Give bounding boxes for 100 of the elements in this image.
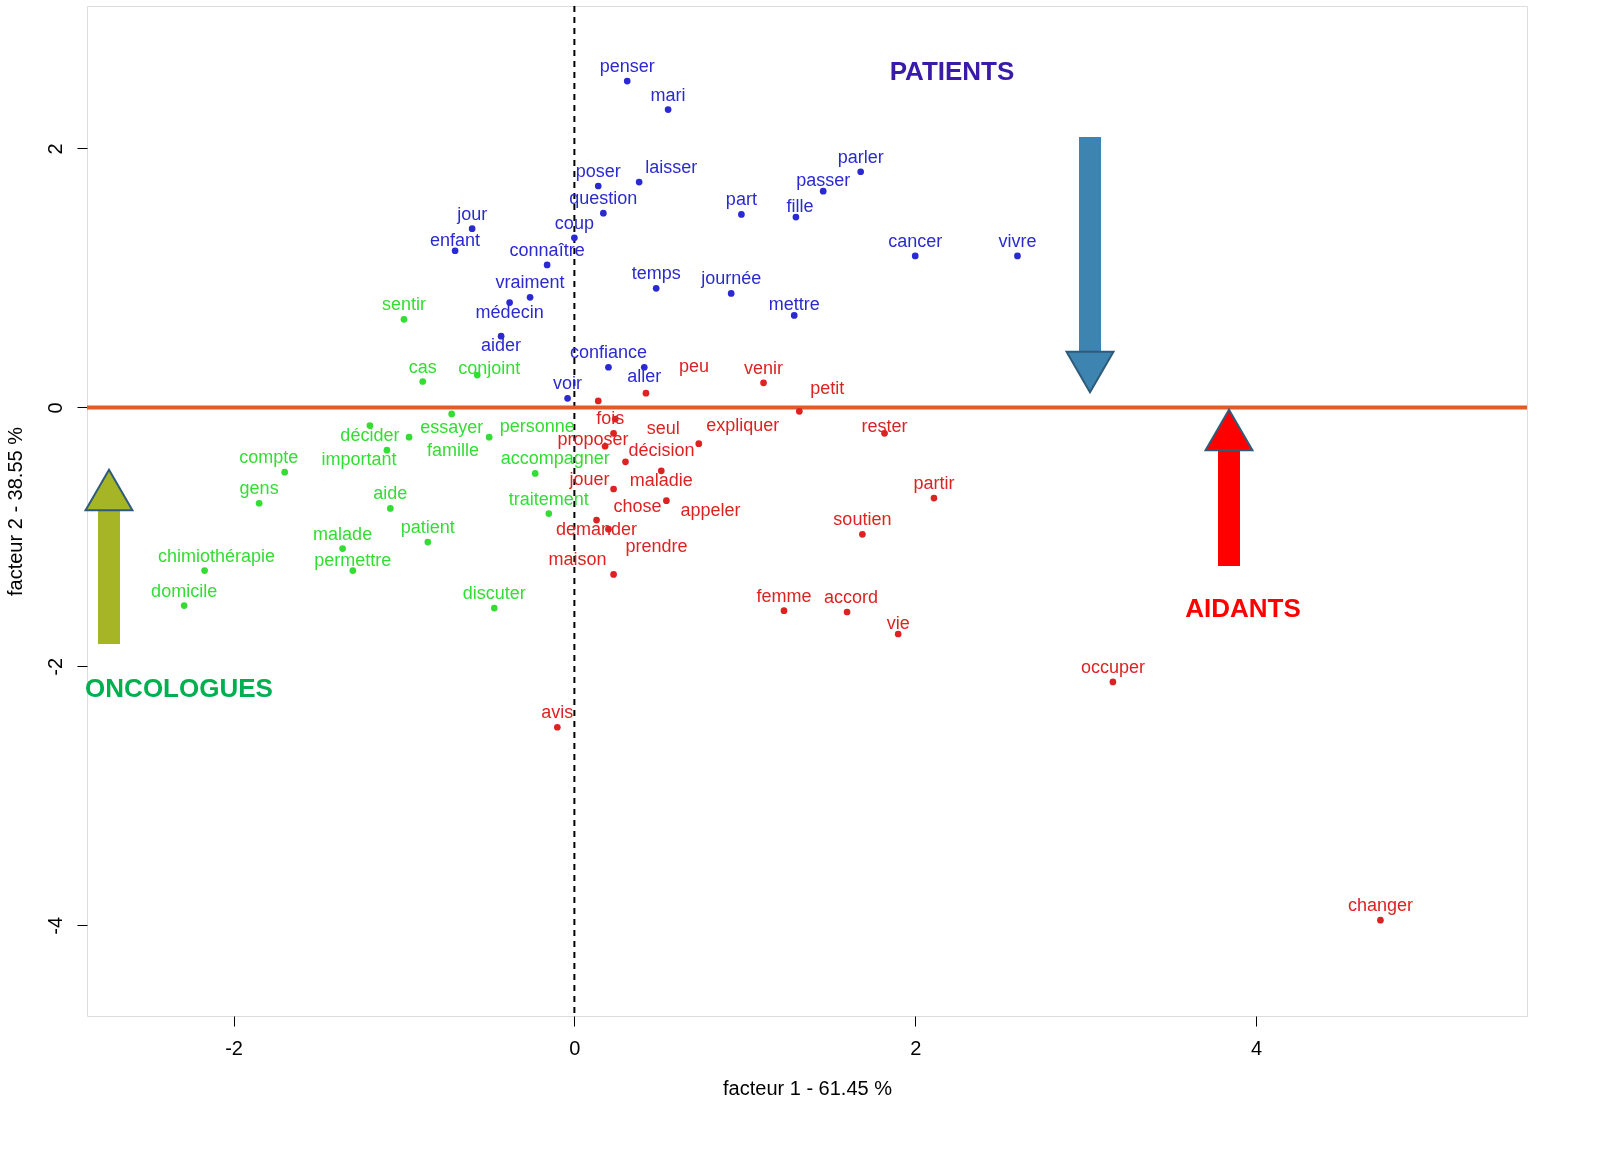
data-label: seul (646, 418, 680, 439)
data-label: conjoint (458, 358, 521, 379)
data-label: aide (373, 483, 408, 504)
point (622, 458, 629, 466)
data-label: part (725, 189, 757, 210)
data-label: appeler (680, 499, 741, 520)
point (843, 608, 851, 616)
data-label: changer (1347, 895, 1413, 916)
annotation: PATIENTS (889, 56, 1015, 86)
point (760, 379, 767, 387)
point (531, 470, 539, 477)
data-label: vivre (998, 230, 1037, 251)
point (727, 290, 735, 297)
point (795, 407, 803, 415)
data-label: temps (631, 263, 681, 284)
data-label: poser (575, 160, 621, 181)
point (663, 497, 670, 504)
point (1109, 678, 1117, 686)
data-label: famille (427, 440, 480, 461)
x-tick-label: -2 (225, 1036, 243, 1059)
data-label: journée (700, 268, 762, 289)
point (695, 440, 703, 448)
data-label: rester (861, 416, 908, 437)
point (451, 247, 459, 255)
point (623, 77, 631, 85)
data-label: voir (553, 373, 583, 394)
point (405, 433, 413, 441)
point (605, 363, 612, 371)
data-label: personne (499, 416, 575, 437)
data-label: accord (824, 587, 879, 607)
data-label: enfant (430, 229, 481, 250)
data-label: cancer (888, 230, 943, 251)
point (485, 433, 493, 441)
point (642, 389, 650, 397)
data-label: jour (456, 203, 488, 224)
data-label: patient (400, 517, 455, 538)
data-label: chimiothérapie (158, 545, 276, 566)
x-tick-label: 2 (910, 1036, 922, 1059)
y-tick-label: 2 (43, 143, 66, 155)
data-label: avis (541, 702, 574, 723)
point (571, 234, 578, 242)
data-label: important (321, 449, 397, 470)
point (255, 499, 263, 507)
point (600, 209, 607, 217)
data-label: laisser (645, 157, 698, 178)
data-label: aller (627, 366, 662, 387)
data-label: femme (756, 585, 812, 606)
point (894, 630, 902, 638)
data-label: décision (628, 440, 695, 461)
point (545, 510, 553, 517)
data-label: question (569, 188, 638, 209)
point (543, 261, 551, 269)
point (911, 252, 919, 260)
point (780, 607, 788, 615)
point (859, 530, 866, 538)
data-label: coup (554, 212, 594, 233)
point (424, 538, 432, 546)
point (930, 494, 938, 502)
data-label: traitement (508, 488, 589, 509)
data-label: accompagner (500, 448, 610, 469)
point (468, 225, 476, 233)
data-label: maladie (629, 469, 693, 490)
point (1014, 252, 1021, 260)
data-label: soutien (833, 509, 892, 530)
point (564, 395, 571, 402)
point (610, 485, 617, 493)
data-label: essayer (420, 416, 484, 437)
point (400, 316, 408, 323)
point (201, 567, 208, 574)
data-label: malade (313, 523, 373, 544)
data-label: connaître (509, 239, 585, 260)
data-label: occuper (1080, 656, 1145, 677)
y-tick-label: 0 (43, 402, 66, 414)
x-tick-label: 0 (569, 1036, 581, 1059)
annotation: AIDANTS (1185, 593, 1301, 623)
data-label: jouer (568, 468, 610, 489)
point (1377, 916, 1384, 924)
data-label: décider (340, 424, 400, 445)
point (664, 106, 672, 113)
point (281, 468, 289, 476)
data-label: cas (408, 356, 437, 377)
data-label: compte (239, 447, 299, 468)
point (857, 168, 865, 176)
x-axis-title: facteur 1 - 61.45 % (723, 1076, 893, 1099)
data-label: médecin (475, 301, 544, 322)
data-label: sentir (381, 294, 426, 315)
point (553, 723, 561, 731)
point (594, 397, 602, 405)
data-label: discuter (462, 583, 526, 604)
point (526, 294, 534, 301)
point (635, 178, 643, 186)
y-axis-title: facteur 2 - 38.55 % (3, 426, 26, 596)
data-label: venir (744, 357, 784, 378)
y-tick-label: -4 (43, 916, 66, 935)
data-label: permettre (314, 549, 392, 570)
y-tick-label: -2 (43, 657, 66, 676)
data-label: vie (886, 613, 910, 634)
point (738, 211, 745, 218)
data-label: partir (913, 473, 955, 494)
point (180, 602, 188, 609)
